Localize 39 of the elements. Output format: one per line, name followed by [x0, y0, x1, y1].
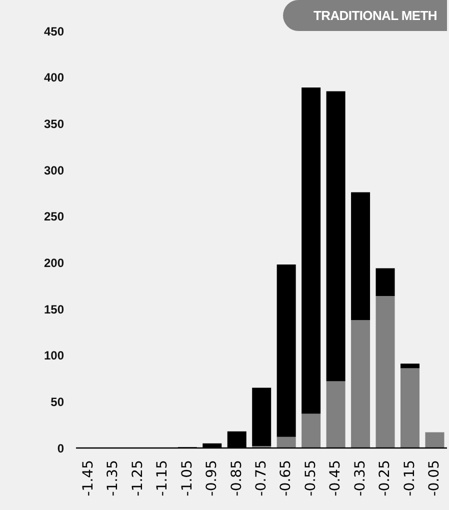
y-tick-label: 50: [50, 394, 64, 409]
y-tick-label: 300: [44, 163, 64, 178]
x-tick-label: -0.15: [402, 460, 418, 496]
bar: [376, 296, 395, 448]
y-tick-label: 250: [44, 210, 64, 224]
y-tick-label: 0: [57, 441, 64, 456]
y-tick-label: 150: [44, 302, 64, 316]
bar: [400, 368, 420, 448]
y-tick-label: 100: [44, 348, 64, 363]
bar: [276, 436, 296, 448]
x-tick-label: -0.95: [204, 460, 220, 496]
y-tick-label: 450: [44, 24, 64, 38]
bar: [400, 364, 420, 368]
x-tick-label: -0.25: [377, 460, 394, 496]
x-tick-label: -1.45: [80, 460, 96, 496]
x-tick-label: -0.55: [302, 460, 319, 496]
bar: [302, 88, 321, 414]
x-tick-label: -0.85: [228, 460, 245, 496]
x-tick-label: -1.05: [179, 460, 196, 496]
x-tick-label: -1.25: [130, 460, 146, 496]
x-tick-label: -0.35: [352, 460, 368, 496]
x-tick-label: -0.65: [278, 460, 294, 496]
x-tick-label: -0.45: [328, 460, 344, 496]
text: TRADITIONAL METH: [283, 0, 447, 31]
x-tick-label: -0.75: [254, 460, 270, 496]
y-tick-label: 400: [44, 70, 64, 85]
y-tick-label: 350: [44, 116, 64, 131]
bar: [302, 414, 321, 448]
bar: [376, 268, 395, 296]
bar: [351, 320, 370, 448]
x-tick-label: -1.35: [105, 460, 122, 496]
bar: [351, 192, 370, 320]
bar: [326, 381, 346, 448]
x-tick-label: -1.15: [154, 460, 171, 496]
bar: [425, 432, 444, 448]
bar: [326, 91, 346, 382]
x-tick-label: -0.05: [426, 460, 443, 496]
y-tick-label: 200: [44, 256, 64, 270]
bar: [276, 264, 296, 437]
